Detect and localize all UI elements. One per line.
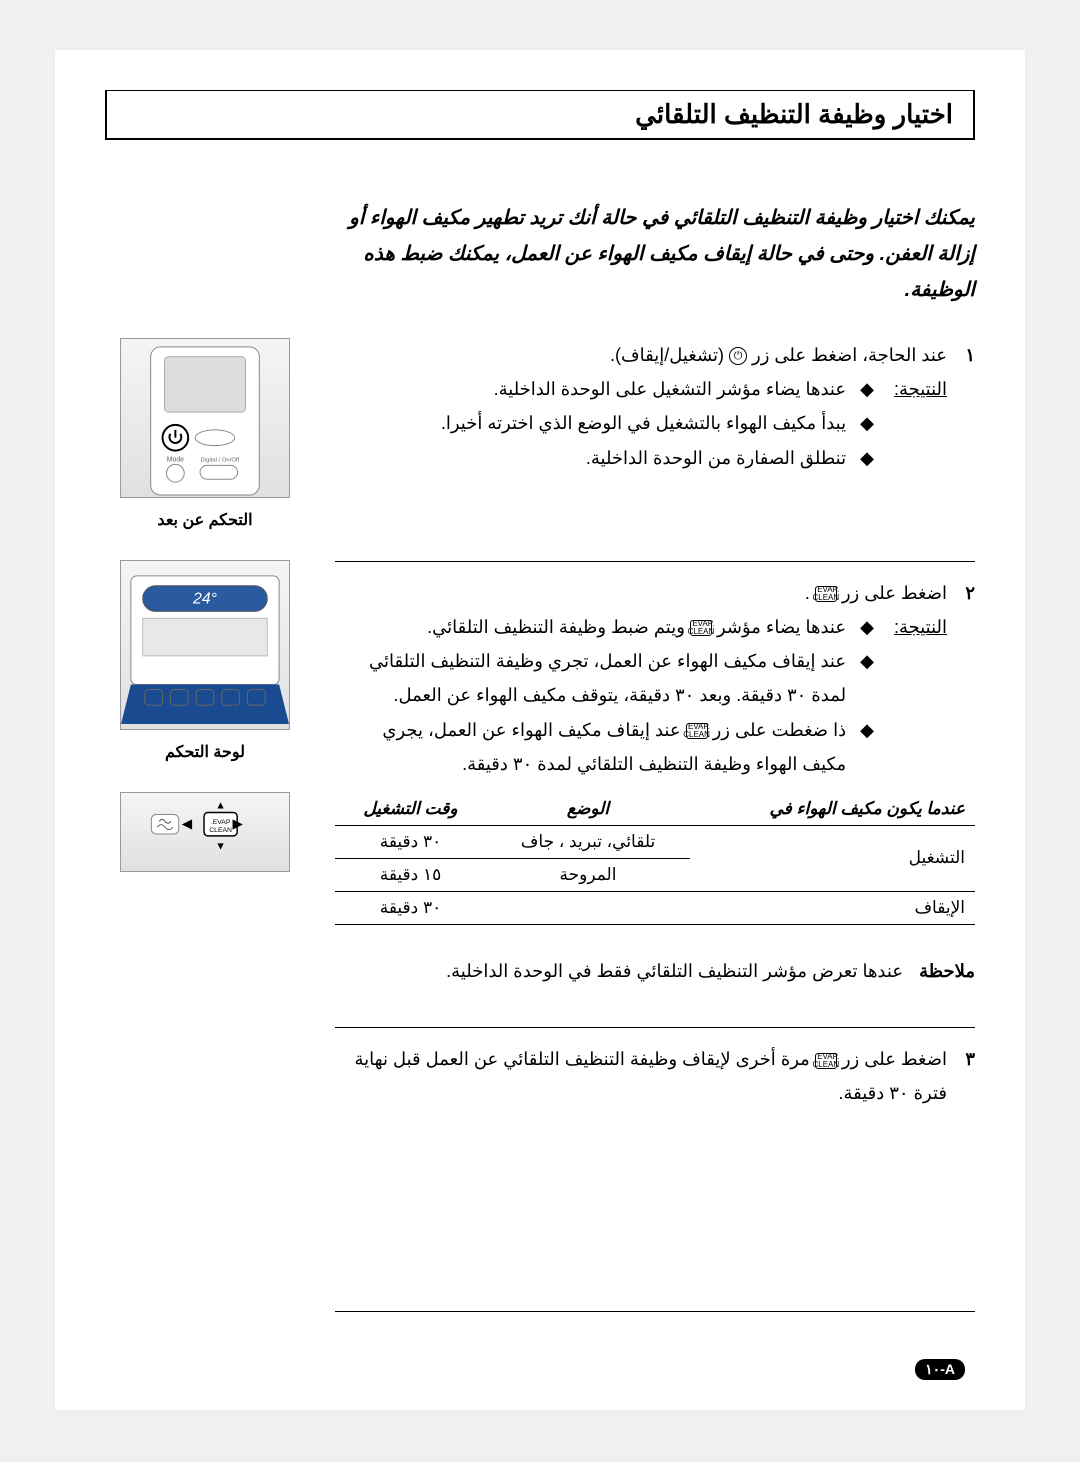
step-1-result: النتيجة: ◆عندها يضاء مؤشر التشغيل على ال… [335,372,975,475]
remote-caption: التحكم عن بعد [105,510,305,530]
step-2: ٢ اضغط على زر EVAP. CLEAN . النتيجة: ◆ ع… [335,576,975,988]
step-2-bullets: ◆ عندها يضاء مؤشر EVAP. CLEAN ويتم ضبط و… [335,610,874,781]
diamond-icon: ◆ [860,406,874,440]
remote-svg: Mode Digital / On/Off [121,339,289,497]
evap-clean-icon: EVAP. CLEAN [690,620,712,636]
panel-illustration: 24° [120,560,290,730]
step-2-result: النتيجة: ◆ عندها يضاء مؤشر EVAP. CLEAN و… [335,610,975,781]
bullet: ◆ عندها يضاء مؤشر EVAP. CLEAN ويتم ضبط و… [335,610,874,644]
step-3-line: ٣ اضغط على زر EVAP. CLEAN مرة أخرى لإيقا… [335,1042,975,1110]
mode-label: Mode [167,456,184,463]
step-1-line: ١ عند الحاجة، اضغط على زر ⏻ (تشغيل/إيقاف… [335,338,975,372]
step-number: ٣ [961,1042,975,1110]
step-number: ١ [961,338,975,372]
svg-text:EVAP.: EVAP. [211,819,231,826]
table-cell: تلقائي، تبريد ، جاف [486,825,690,858]
evap-clean-icon: EVAP. CLEAN [686,723,708,739]
diamond-icon: ◆ [860,610,874,644]
table-cell [486,891,690,924]
svg-text:▲: ▲ [215,800,226,812]
step-2-line: ٢ اضغط على زر EVAP. CLEAN . [335,576,975,610]
table-cell: ٣٠ دقيقة [335,891,486,924]
main-column: ١ عند الحاجة، اضغط على زر ⏻ (تشغيل/إيقاف… [305,338,975,1326]
step-3: ٣ اضغط على زر EVAP. CLEAN مرة أخرى لإيقا… [335,1042,975,1110]
table-cell: ٣٠ دقيقة [335,825,486,858]
result-label: النتيجة: [894,372,947,475]
power-icon: ⏻ [729,347,747,365]
intro-text: يمكنك اختيار وظيفة التنظيف التلقائي في ح… [105,200,975,308]
divider [335,1311,975,1312]
note-text: عندها تعرض مؤشر التنظيف التلقائي فقط في … [446,955,903,987]
runtime-table: عندما يكون مكيف الهواء في الوضع وقت التش… [335,793,975,925]
side-column: Mode Digital / On/Off التحكم عن بعد 24° [105,338,305,1326]
buttons-illustration: ◀ EVAP. CLEAN ▶ ▲ ▼ [120,792,290,872]
bullet: ◆يبدأ مكيف الهواء بالتشغيل في الوضع الذي… [335,406,874,440]
bullet: ◆تنطلق الصفارة من الوحدة الداخلية. [335,441,874,475]
panel-caption: لوحة التحكم [105,742,305,762]
table-cell: الإيقاف [690,891,975,924]
step-1: ١ عند الحاجة، اضغط على زر ⏻ (تشغيل/إيقاف… [335,338,975,475]
remote-illustration: Mode Digital / On/Off [120,338,290,498]
evap-clean-icon: EVAP. CLEAN [815,1053,837,1069]
bullet: ◆ عند إيقاف مكيف الهواء عن العمل، تجري و… [335,644,874,712]
table-row: التشغيل تلقائي، تبريد ، جاف ٣٠ دقيقة [335,825,975,858]
diamond-icon: ◆ [860,441,874,475]
buttons-svg: ◀ EVAP. CLEAN ▶ ▲ ▼ [121,793,289,871]
panel-svg: 24° [121,561,289,729]
result-label: النتيجة: [894,610,947,781]
divider [335,1027,975,1028]
step-3-text: اضغط على زر EVAP. CLEAN مرة أخرى لإيقاف … [335,1042,947,1110]
note-label: ملاحظة [919,955,975,987]
note: ملاحظة عندها تعرض مؤشر التنظيف التلقائي … [335,955,975,987]
step-1-text: عند الحاجة، اضغط على زر ⏻ (تشغيل/إيقاف). [610,338,947,372]
content-wrap: ١ عند الحاجة، اضغط على زر ⏻ (تشغيل/إيقاف… [105,338,975,1326]
diamond-icon: ◆ [860,644,874,712]
page-number: A-١٠ [915,1359,965,1380]
evap-clean-icon: EVAP. CLEAN [815,586,837,602]
panel-display: 24° [192,590,217,607]
table-header: الوضع [486,793,690,826]
svg-text:▶: ▶ [233,816,244,831]
manual-page: اختيار وظيفة التنظيف التلقائي يمكنك اختي… [55,50,1025,1410]
svg-text:▼: ▼ [215,841,226,853]
diamond-icon: ◆ [860,713,874,781]
step-2-text: اضغط على زر EVAP. CLEAN . [805,576,947,610]
svg-text:CLEAN: CLEAN [209,827,232,834]
page-title: اختيار وظيفة التنظيف التلقائي [127,99,953,130]
step-1-bullets: ◆عندها يضاء مؤشر التشغيل على الوحدة الدا… [335,372,874,475]
table-row: الإيقاف ٣٠ دقيقة [335,891,975,924]
step-number: ٢ [961,576,975,610]
divider [335,561,975,562]
diamond-icon: ◆ [860,372,874,406]
bullet: ◆ ذا ضغطت على زر EVAP. CLEAN عند إيقاف م… [335,713,874,781]
digital-label: Digital / On/Off [201,457,240,463]
table-cell: التشغيل [690,825,975,891]
table-header: وقت التشغيل [335,793,486,826]
svg-text:◀: ◀ [182,816,193,831]
table-header-row: عندما يكون مكيف الهواء في الوضع وقت التش… [335,793,975,826]
title-box: اختيار وظيفة التنظيف التلقائي [105,90,975,140]
table-cell: المروحة [486,858,690,891]
bullet: ◆عندها يضاء مؤشر التشغيل على الوحدة الدا… [335,372,874,406]
table-cell: ١٥ دقيقة [335,858,486,891]
table-header: عندما يكون مكيف الهواء في [690,793,975,826]
